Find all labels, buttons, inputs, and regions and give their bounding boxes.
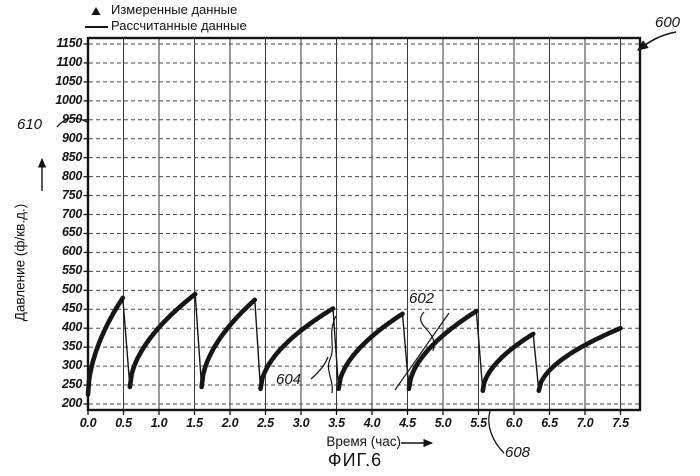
ref-602-leader-line [394,312,450,391]
x-tick-label: 1.0 [150,416,168,430]
y-tick-label: 500 [62,282,82,297]
ref-604-label: 604 [276,371,302,388]
x-tick-label: 3.5 [328,416,345,430]
line-marker-icon [85,26,108,28]
x-tick-label: 5.0 [434,416,452,430]
x-tick-label: 7.0 [576,416,594,430]
y-tick-label: 650 [62,225,82,240]
ref-608-label: 608 [505,444,531,461]
y-tick-label: 350 [62,339,82,354]
x-axis-title: Время (час) [326,434,401,449]
x-tick-label: 2.5 [257,416,274,430]
y-axis-title: Давление (ф/кв.д.) [12,203,28,322]
y-tick-label: 450 [62,301,82,316]
x-tick-label: 6.0 [505,416,523,430]
figure-caption: ФИГ.6 [327,450,383,470]
ref-600-arrow [636,31,677,51]
ref-610-label: 610 [17,116,43,133]
grid-lines [89,39,639,409]
y-tick-label: 900 [62,130,82,145]
x-tick-label: 0.0 [79,416,97,430]
measured-data-markers [85,291,623,397]
x-tick-label: 4.5 [399,416,416,430]
ref-602-label: 602 [409,290,435,307]
x-tick-label: 4.0 [363,416,381,430]
ref-600-label: 600 [655,14,681,31]
x-tick-label: 5.5 [470,416,487,430]
legend-measured-label: Измеренные данные [111,2,238,17]
y-tick-label: 200 [62,396,82,410]
y-tick-label: 850 [62,149,82,164]
x-tick-label: 3.0 [292,416,310,430]
y-tick-label: 250 [62,377,82,392]
y-tick-label: 800 [62,168,82,183]
ref-604-brace [327,315,337,394]
x-tick-label: 2.0 [221,416,239,430]
y-tick-label: 300 [62,358,82,373]
legend-measured-row: Измеренные данные [91,3,237,17]
x-tick-label: 0.5 [115,416,132,430]
ref-610-leader [56,117,88,128]
plot-border [86,36,642,412]
y-tick-label: 1000 [55,92,82,107]
y-tick-label: 400 [62,320,82,335]
legend-calculated-label: Рассчитанные данные [111,18,247,33]
x-tick-label: 7.5 [612,416,629,430]
y-tick-label: 750 [62,187,82,202]
y-tick-label: 1100 [56,54,82,69]
ref-608-leader [488,410,505,454]
y-tick-label: 550 [62,263,82,278]
ref-604-leader [310,356,329,380]
y-tick-label: 700 [62,206,82,221]
x-tick-label: 1.5 [186,416,203,430]
triangle-marker-icon [91,7,101,15]
y-tick-label: 950 [62,111,82,126]
ref-602-leader-curl [420,311,435,352]
y-tick-label: 1050 [55,73,82,88]
y-tick-label: 600 [62,244,82,259]
x-tick-label: 6.5 [541,416,558,430]
y-tick-label: 1150 [56,36,82,50]
